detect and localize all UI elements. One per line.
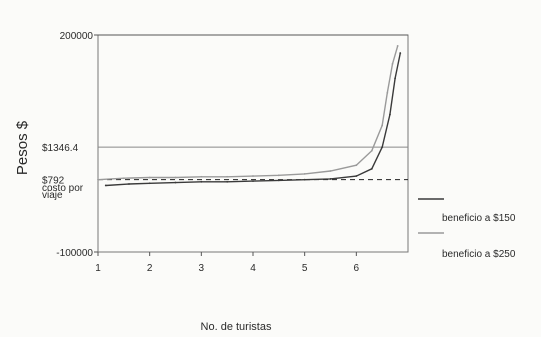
x-tick-label: 2	[147, 263, 153, 274]
series-2-point	[174, 176, 177, 179]
series-1-point	[277, 179, 280, 182]
series-1-point	[394, 77, 396, 80]
series-1-point	[104, 184, 107, 187]
series-2-point	[277, 174, 280, 177]
annotation-label: $1346.4	[42, 143, 79, 154]
series-2-point	[396, 44, 399, 47]
series-2-point	[200, 175, 203, 178]
series-1-point	[128, 183, 130, 185]
series-2-point	[386, 91, 389, 94]
series-2-point	[391, 63, 394, 65]
series-1-point	[226, 180, 229, 183]
series-2-point	[381, 124, 384, 127]
legend: beneficio a $150 beneficio a $250	[418, 198, 516, 260]
series-1-point	[399, 52, 402, 54]
series-2-point	[370, 149, 373, 152]
series-1-point	[200, 180, 203, 183]
series-1-point	[329, 178, 332, 180]
annotation-label: costo por	[42, 183, 84, 194]
series-2-point	[148, 176, 151, 179]
annotation-label: $792	[42, 176, 65, 187]
x-tick-label: 6	[354, 263, 360, 274]
series-2-point	[329, 170, 332, 172]
series-2-point	[355, 164, 358, 167]
y-tick-label: -100000	[56, 248, 93, 259]
y-tick-label: 200000	[60, 31, 94, 42]
x-tick-label: 4	[250, 263, 256, 274]
series-2-point	[122, 177, 125, 180]
series-1-point	[381, 146, 384, 149]
y-axis-title: Pesos $	[14, 120, 31, 175]
series-2-point	[303, 172, 306, 175]
legend-label-series-1: beneficio a $150	[442, 213, 516, 224]
series-1-point	[303, 178, 306, 181]
x-axis-title: No. de turistas	[201, 321, 272, 333]
annotation-label: viaje	[42, 190, 63, 201]
series-1-point	[148, 182, 151, 185]
x-axis-ticks: 1 2 3 4 5 6	[95, 252, 360, 274]
x-tick-label: 5	[302, 263, 308, 274]
series-layer	[97, 44, 402, 187]
reference-lines	[98, 146, 408, 181]
x-tick-label: 3	[199, 263, 205, 274]
series-1-point	[174, 181, 177, 184]
x-tick-label: 1	[95, 263, 101, 274]
series-2-point	[226, 175, 229, 178]
series-line-1	[105, 52, 401, 187]
plot-area	[97, 34, 409, 253]
legend-label-series-2: beneficio a $250	[442, 249, 516, 260]
series-1-point	[355, 175, 358, 177]
series-1-point	[252, 180, 254, 183]
series-1-point	[389, 113, 391, 116]
series-2-point	[252, 175, 254, 177]
series-line-2	[97, 45, 399, 181]
series-1-point	[370, 167, 373, 170]
y-axis-ticks: 200000 -100000	[56, 31, 98, 259]
series-2-point	[97, 178, 99, 181]
